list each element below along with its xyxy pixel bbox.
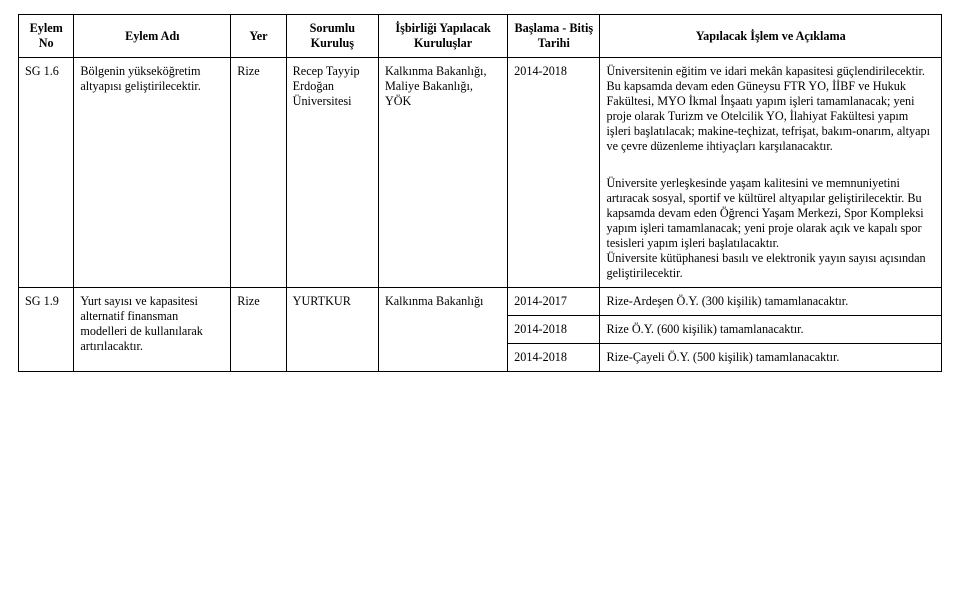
- cell-no: SG 1.6: [19, 58, 74, 288]
- cell-isbirligi: Kalkınma Bakanlığı, Maliye Bakanlığı, YÖ…: [378, 58, 507, 288]
- action-plan-table: Eylem No Eylem Adı Yer Sorumlu Kuruluş İ…: [18, 14, 942, 372]
- cell-sorumlu: YURTKUR: [286, 288, 378, 372]
- header-eylem-adi: Eylem Adı: [74, 15, 231, 58]
- cell-sorumlu: Recep Tayyip Erdoğan Üniversitesi: [286, 58, 378, 288]
- cell-aciklama: Rize-Ardeşen Ö.Y. (300 kişilik) tamamlan…: [600, 288, 942, 316]
- cell-yer: Rize: [231, 288, 286, 372]
- cell-aciklama: Rize-Çayeli Ö.Y. (500 kişilik) tamamlana…: [600, 344, 942, 372]
- cell-ad: Bölgenin yükseköğretim altyapısı gelişti…: [74, 58, 231, 288]
- table-row: SG 1.9 Yurt sayısı ve kapasitesi alterna…: [19, 288, 942, 316]
- aciklama-para2: Üniversite kütüphanesi basılı ve elektro…: [606, 251, 925, 280]
- cell-tarih: 2014-2018: [508, 58, 600, 288]
- cell-isbirligi: Kalkınma Bakanlığı: [378, 288, 507, 372]
- header-isbirligi: İşbirliği Yapılacak Kuruluşlar: [378, 15, 507, 58]
- cell-aciklama: Rize Ö.Y. (600 kişilik) tamamlanacaktır.: [600, 316, 942, 344]
- header-sorumlu: Sorumlu Kuruluş: [286, 15, 378, 58]
- header-tarih: Başlama - Bitiş Tarihi: [508, 15, 600, 58]
- cell-yer: Rize: [231, 58, 286, 288]
- cell-tarih: 2014-2017: [508, 288, 600, 316]
- header-aciklama: Yapılacak İşlem ve Açıklama: [600, 15, 942, 58]
- aciklama-para1: Üniversite yerleşkesinde yaşam kalitesin…: [606, 176, 923, 250]
- cell-aciklama: Üniversitenin eğitim ve idari mekân kapa…: [600, 58, 942, 161]
- header-yer: Yer: [231, 15, 286, 58]
- table-row: SG 1.6 Bölgenin yükseköğretim altyapısı …: [19, 58, 942, 161]
- header-eylem-no: Eylem No: [19, 15, 74, 58]
- table-header-row: Eylem No Eylem Adı Yer Sorumlu Kuruluş İ…: [19, 15, 942, 58]
- cell-ad: Yurt sayısı ve kapasitesi alternatif fin…: [74, 288, 231, 372]
- cell-tarih: 2014-2018: [508, 316, 600, 344]
- cell-no: SG 1.9: [19, 288, 74, 372]
- cell-tarih: 2014-2018: [508, 344, 600, 372]
- cell-aciklama-extra: Üniversite yerleşkesinde yaşam kalitesin…: [600, 160, 942, 288]
